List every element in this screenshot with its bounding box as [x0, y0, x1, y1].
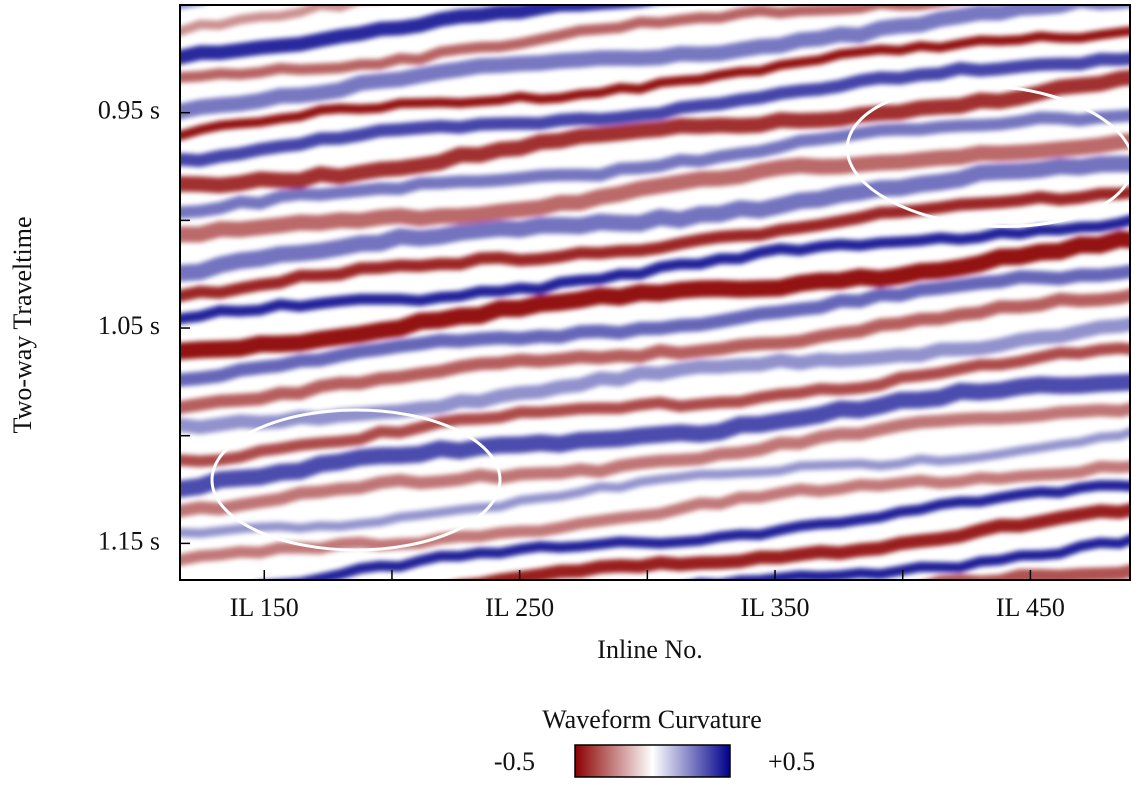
- texture-band: [180, 155, 1130, 282]
- colorbar-title: Waveform Curvature: [542, 705, 762, 734]
- annotations: [210, 83, 1130, 552]
- texture-band: [180, 373, 1130, 498]
- x-tick-label: IL 250: [485, 593, 554, 622]
- y-axis-label: Two-way Traveltime: [8, 217, 37, 434]
- texture-band: [266, 480, 1130, 580]
- texture-band: [180, 317, 1130, 435]
- texture-band: [180, 5, 656, 65]
- texture-band: [180, 109, 1130, 219]
- colorbar-tick-label: +0.5: [768, 747, 815, 776]
- texture-band: [180, 186, 1130, 303]
- plot-frame: [179, 4, 1131, 581]
- texture-band: [180, 5, 1130, 120]
- texture-band: [180, 264, 1130, 387]
- texture-band: [180, 52, 1130, 168]
- texture-band: [180, 342, 1130, 468]
- texture-band: [180, 230, 1130, 360]
- texture-band: [180, 214, 1130, 325]
- texture-band: [180, 288, 1130, 414]
- texture-band: [180, 133, 1130, 243]
- texture-band: [180, 26, 1130, 141]
- y-tick-label: 1.15 s: [98, 526, 160, 555]
- texture-bands: [180, 5, 1130, 580]
- texture-band: [456, 503, 1130, 580]
- seismic-section: [180, 5, 1130, 580]
- x-tick-label: IL 150: [230, 593, 299, 622]
- y-tick-label: 1.05 s: [98, 311, 160, 340]
- texture-band: [180, 427, 1130, 538]
- colorbar: [574, 744, 731, 778]
- texture-band: [180, 402, 1130, 518]
- texture-band: [180, 5, 204, 10]
- y-tick-label: 0.95 s: [98, 96, 160, 125]
- highlight-ellipse: [845, 83, 1130, 229]
- texture-band: [180, 69, 1130, 194]
- x-axis-label: Inline No.: [597, 635, 702, 664]
- highlight-ellipse: [210, 408, 502, 552]
- x-tick-label: IL 350: [740, 593, 809, 622]
- texture-band: [180, 5, 957, 83]
- texture-band: [690, 534, 1130, 580]
- colorbar-tick-label: -0.5: [494, 747, 535, 776]
- x-tick-label: IL 450: [996, 593, 1065, 622]
